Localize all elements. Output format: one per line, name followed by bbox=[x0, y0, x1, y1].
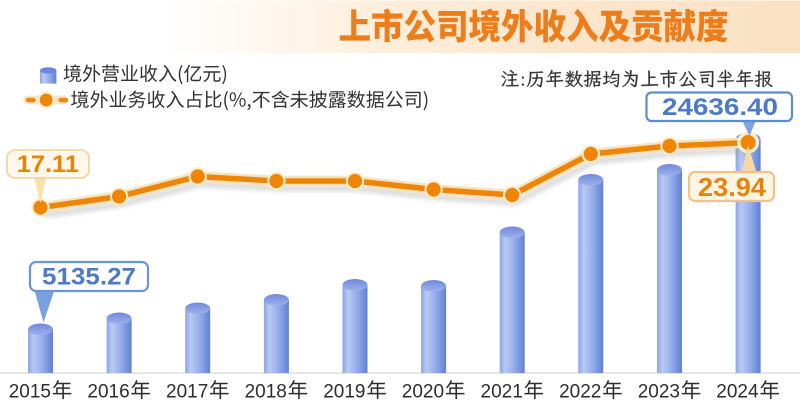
svg-text:2023: 2023 bbox=[638, 382, 680, 401]
svg-text:23.94: 23.94 bbox=[698, 172, 767, 202]
svg-text:2019: 2019 bbox=[323, 382, 365, 401]
svg-text:2024: 2024 bbox=[716, 382, 759, 401]
svg-text:2022: 2022 bbox=[559, 382, 601, 401]
svg-text:2018: 2018 bbox=[245, 382, 287, 401]
svg-text:2021: 2021 bbox=[481, 382, 523, 401]
svg-text:24636.40: 24636.40 bbox=[662, 94, 778, 121]
svg-text:2015: 2015 bbox=[9, 382, 51, 401]
svg-text:5135.27: 5135.27 bbox=[42, 264, 136, 291]
svg-text:17.11: 17.11 bbox=[17, 151, 79, 178]
svg-text:2017: 2017 bbox=[166, 382, 208, 401]
svg-text:2016: 2016 bbox=[87, 382, 129, 401]
svg-text:2020: 2020 bbox=[402, 382, 444, 401]
